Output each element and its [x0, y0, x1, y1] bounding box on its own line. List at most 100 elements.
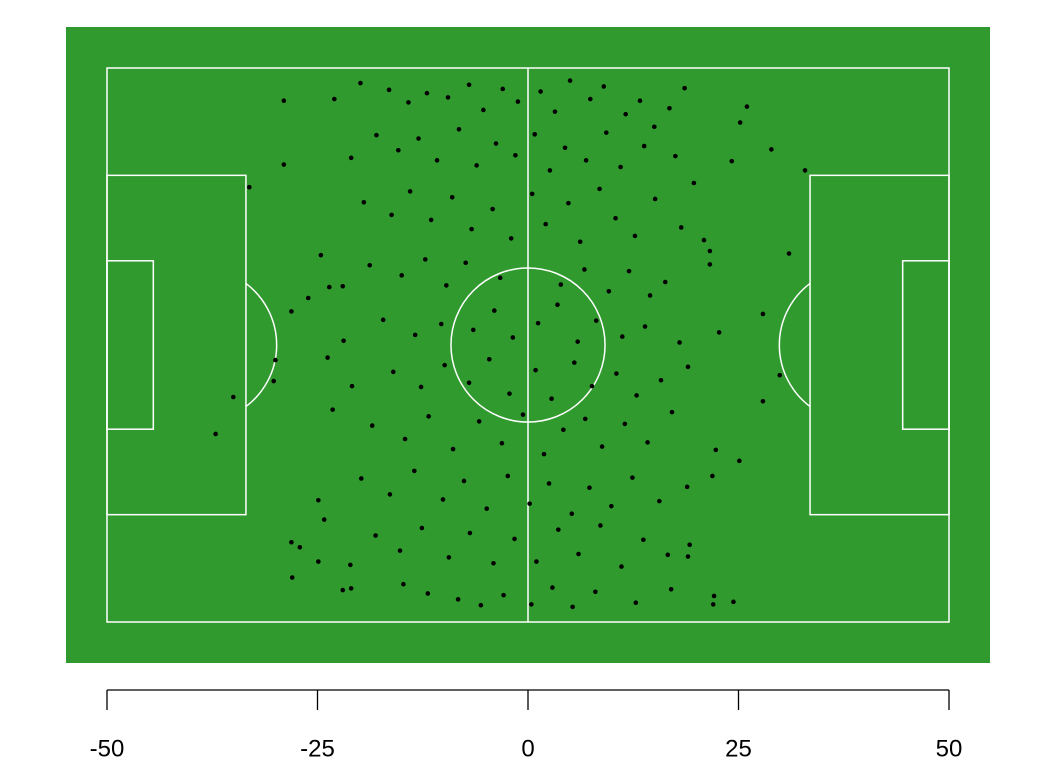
data-point [396, 147, 401, 153]
goal-area [106, 260, 155, 430]
data-point [713, 447, 719, 453]
data-point [691, 180, 697, 186]
data-point [760, 311, 766, 317]
data-point [558, 282, 564, 287]
data-point [470, 327, 476, 333]
data-point [444, 283, 449, 288]
penalty-arc [778, 282, 811, 408]
data-point [428, 217, 434, 223]
data-point [716, 330, 722, 335]
data-point [533, 367, 538, 373]
data-point [508, 236, 514, 241]
x-tick-label: 25 [725, 735, 752, 762]
data-point [318, 252, 324, 258]
data-point [777, 372, 783, 378]
data-point [597, 186, 602, 192]
data-point [587, 485, 592, 490]
data-point [534, 559, 539, 564]
data-point [358, 80, 363, 86]
data-point [658, 377, 664, 383]
data-point [426, 414, 431, 419]
data-point [450, 446, 456, 452]
data-point [281, 98, 287, 104]
data-point [546, 481, 552, 486]
data-point [332, 96, 337, 102]
data-point [474, 163, 479, 168]
data-point [561, 427, 566, 433]
data-point [549, 396, 554, 402]
data-point [647, 293, 653, 298]
data-point [657, 498, 662, 504]
data-point [538, 89, 543, 94]
data-point [582, 267, 587, 272]
data-point [550, 585, 555, 590]
data-point [305, 295, 311, 301]
data-point [486, 356, 492, 362]
data-point [577, 239, 583, 245]
center-circle [450, 267, 606, 423]
data-point [618, 164, 623, 170]
x-tick-label: 50 [936, 735, 963, 762]
data-point [701, 237, 707, 243]
data-point [645, 440, 650, 445]
data-point [348, 562, 353, 568]
data-point [593, 589, 598, 595]
data-point [513, 152, 518, 158]
data-point [552, 109, 558, 114]
data-point [466, 82, 472, 88]
data-point [620, 334, 625, 339]
data-point [707, 248, 713, 254]
data-point [760, 398, 766, 404]
data-point [316, 497, 321, 503]
data-point [467, 530, 473, 536]
data-point [634, 393, 639, 398]
data-point [520, 412, 526, 417]
x-tick-label: -50 [90, 735, 125, 762]
data-point [505, 473, 511, 479]
data-point [652, 124, 657, 130]
data-point [566, 200, 571, 206]
data-point [297, 544, 303, 550]
data-point [374, 132, 379, 138]
data-point [456, 126, 462, 132]
data-point [633, 600, 639, 605]
data-point [330, 407, 335, 412]
data-point [685, 554, 691, 559]
data-point [769, 147, 774, 152]
data-point [484, 506, 490, 511]
data-point [543, 221, 548, 227]
data-point [535, 320, 541, 326]
data-point [711, 593, 717, 599]
data-point [737, 458, 742, 464]
penalty-arc [245, 282, 278, 408]
data-point [358, 476, 364, 481]
data-point [510, 335, 516, 340]
data-point [461, 478, 467, 484]
data-point [606, 288, 612, 294]
data-point [569, 511, 575, 517]
data-point [273, 357, 278, 363]
data-point [213, 431, 218, 437]
data-point [682, 85, 687, 91]
data-point [424, 90, 430, 96]
data-point [786, 251, 792, 256]
data-point [389, 212, 394, 218]
data-point [321, 517, 327, 522]
data-point [604, 130, 609, 135]
data-point [593, 318, 599, 323]
data-point [316, 559, 321, 564]
data-point [401, 581, 406, 587]
data-point [678, 225, 684, 230]
data-point [662, 279, 668, 285]
data-point [418, 384, 424, 390]
data-point [478, 602, 484, 608]
data-point [341, 338, 346, 344]
x-tick-label: 0 [521, 735, 534, 762]
data-point [599, 444, 605, 449]
data-point [481, 107, 486, 113]
data-point [642, 324, 648, 329]
data-point [469, 226, 474, 232]
data-point [507, 391, 512, 396]
data-point [416, 136, 421, 141]
data-point [529, 191, 535, 197]
